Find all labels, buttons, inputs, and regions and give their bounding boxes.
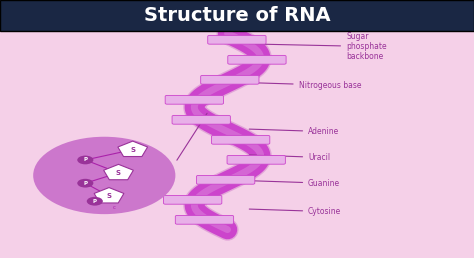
Text: P: P (93, 199, 97, 204)
Text: Cytosine: Cytosine (249, 207, 341, 216)
FancyBboxPatch shape (211, 135, 270, 144)
Polygon shape (104, 164, 133, 180)
FancyBboxPatch shape (197, 175, 255, 184)
FancyBboxPatch shape (0, 0, 474, 31)
FancyBboxPatch shape (172, 115, 230, 124)
FancyBboxPatch shape (228, 55, 286, 64)
Circle shape (77, 179, 93, 188)
Polygon shape (118, 141, 147, 157)
Text: Structure of RNA: Structure of RNA (144, 6, 330, 25)
Text: Nitrogeous base: Nitrogeous base (249, 81, 361, 90)
FancyBboxPatch shape (208, 35, 266, 44)
Text: Adenine: Adenine (249, 127, 339, 136)
Text: S: S (130, 147, 135, 153)
Text: Guanine: Guanine (249, 179, 340, 188)
Circle shape (87, 197, 103, 206)
Text: P: P (83, 181, 87, 186)
Text: c: c (112, 205, 115, 210)
FancyBboxPatch shape (227, 155, 285, 164)
Circle shape (33, 137, 175, 214)
Text: S: S (116, 170, 121, 176)
Polygon shape (94, 188, 124, 203)
FancyBboxPatch shape (175, 215, 234, 224)
Text: Uracil: Uracil (249, 153, 330, 162)
FancyBboxPatch shape (165, 95, 223, 104)
Text: P: P (83, 157, 87, 163)
Text: Sugar
phosphate
backbone: Sugar phosphate backbone (249, 31, 387, 61)
Circle shape (77, 156, 93, 164)
FancyBboxPatch shape (164, 195, 222, 204)
FancyBboxPatch shape (201, 75, 259, 84)
Text: S: S (107, 193, 111, 199)
